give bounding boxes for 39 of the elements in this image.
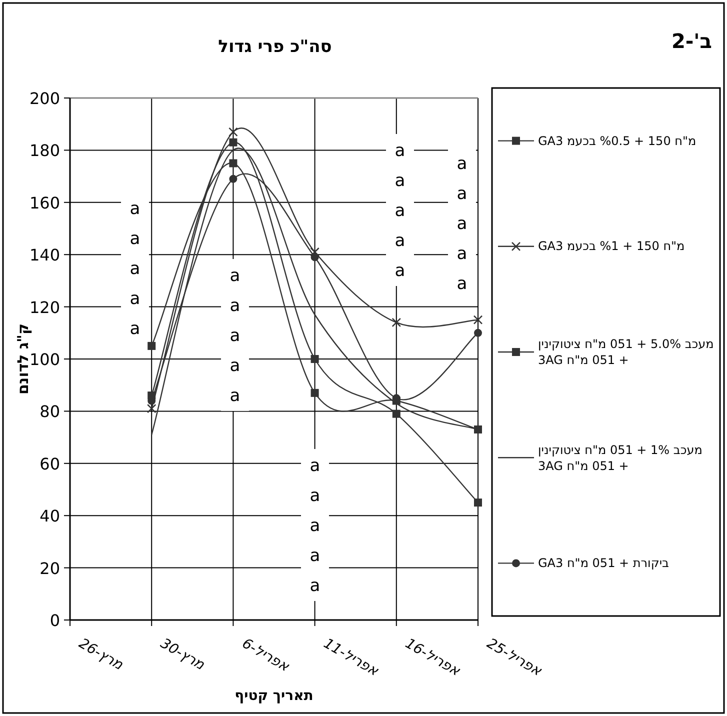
text: ב'-2: [671, 29, 712, 53]
y-tick-label: 60: [40, 454, 60, 474]
y-tick-label: 200: [29, 89, 60, 108]
x-tick-label: אפריל-16: [402, 636, 463, 680]
annotation: a: [130, 289, 140, 309]
y-axis-title: ק"ג לדונם: [14, 323, 32, 395]
y-tick-label: 160: [29, 193, 60, 212]
x-axis-title: תאריך קטיף: [234, 688, 314, 704]
y-tick-label: 140: [29, 246, 60, 265]
annotation: a: [130, 319, 140, 339]
y-tick-label: 0: [50, 611, 60, 630]
legend-label: מעכב 5.0% + 051 מ"ח ציטוקינין + 051 מ"ח 3AG: [538, 336, 715, 368]
legend-label: ביקורת + 051 מ"ח GA3: [538, 555, 669, 572]
annotation: a: [130, 199, 140, 219]
x-tick-label: אפריל-11: [320, 636, 382, 680]
annotation: a: [310, 576, 320, 596]
annotation: a: [130, 229, 140, 249]
x-tick-label: מרץ-30: [158, 636, 208, 674]
y-tick-label: 40: [40, 506, 60, 526]
y-tick-label: 100: [29, 350, 60, 369]
x-tick-label: אפריל-6: [239, 636, 292, 676]
legend-label: מ"ח 150 + %0.5 בכעמ GA3: [538, 132, 696, 149]
y-tick-label: 180: [29, 141, 60, 160]
x-tick-label: אפריל-25: [484, 636, 544, 680]
y-tick-label: 120: [29, 298, 60, 317]
legend-label: מ"ח 150 + %1 בכעמ GA3: [538, 238, 685, 254]
annotation: a: [310, 456, 320, 476]
y-tick-label: 80: [40, 402, 60, 422]
chart-title: סה"כ פרי גדול: [218, 37, 332, 57]
x-tick-label: מרץ-26: [76, 636, 126, 674]
point: [228, 127, 238, 137]
point: [474, 498, 482, 507]
annotation: a: [130, 259, 140, 279]
y-tick-label: 20: [40, 558, 60, 578]
legend-label: מעכב 1% + 051 מ"ח ציטוקינין + 051 מ"ח 3AG: [538, 442, 704, 474]
annotation: a: [310, 486, 320, 506]
annotation: a: [310, 516, 320, 536]
point: [229, 138, 238, 146]
annotation: a: [310, 546, 320, 566]
